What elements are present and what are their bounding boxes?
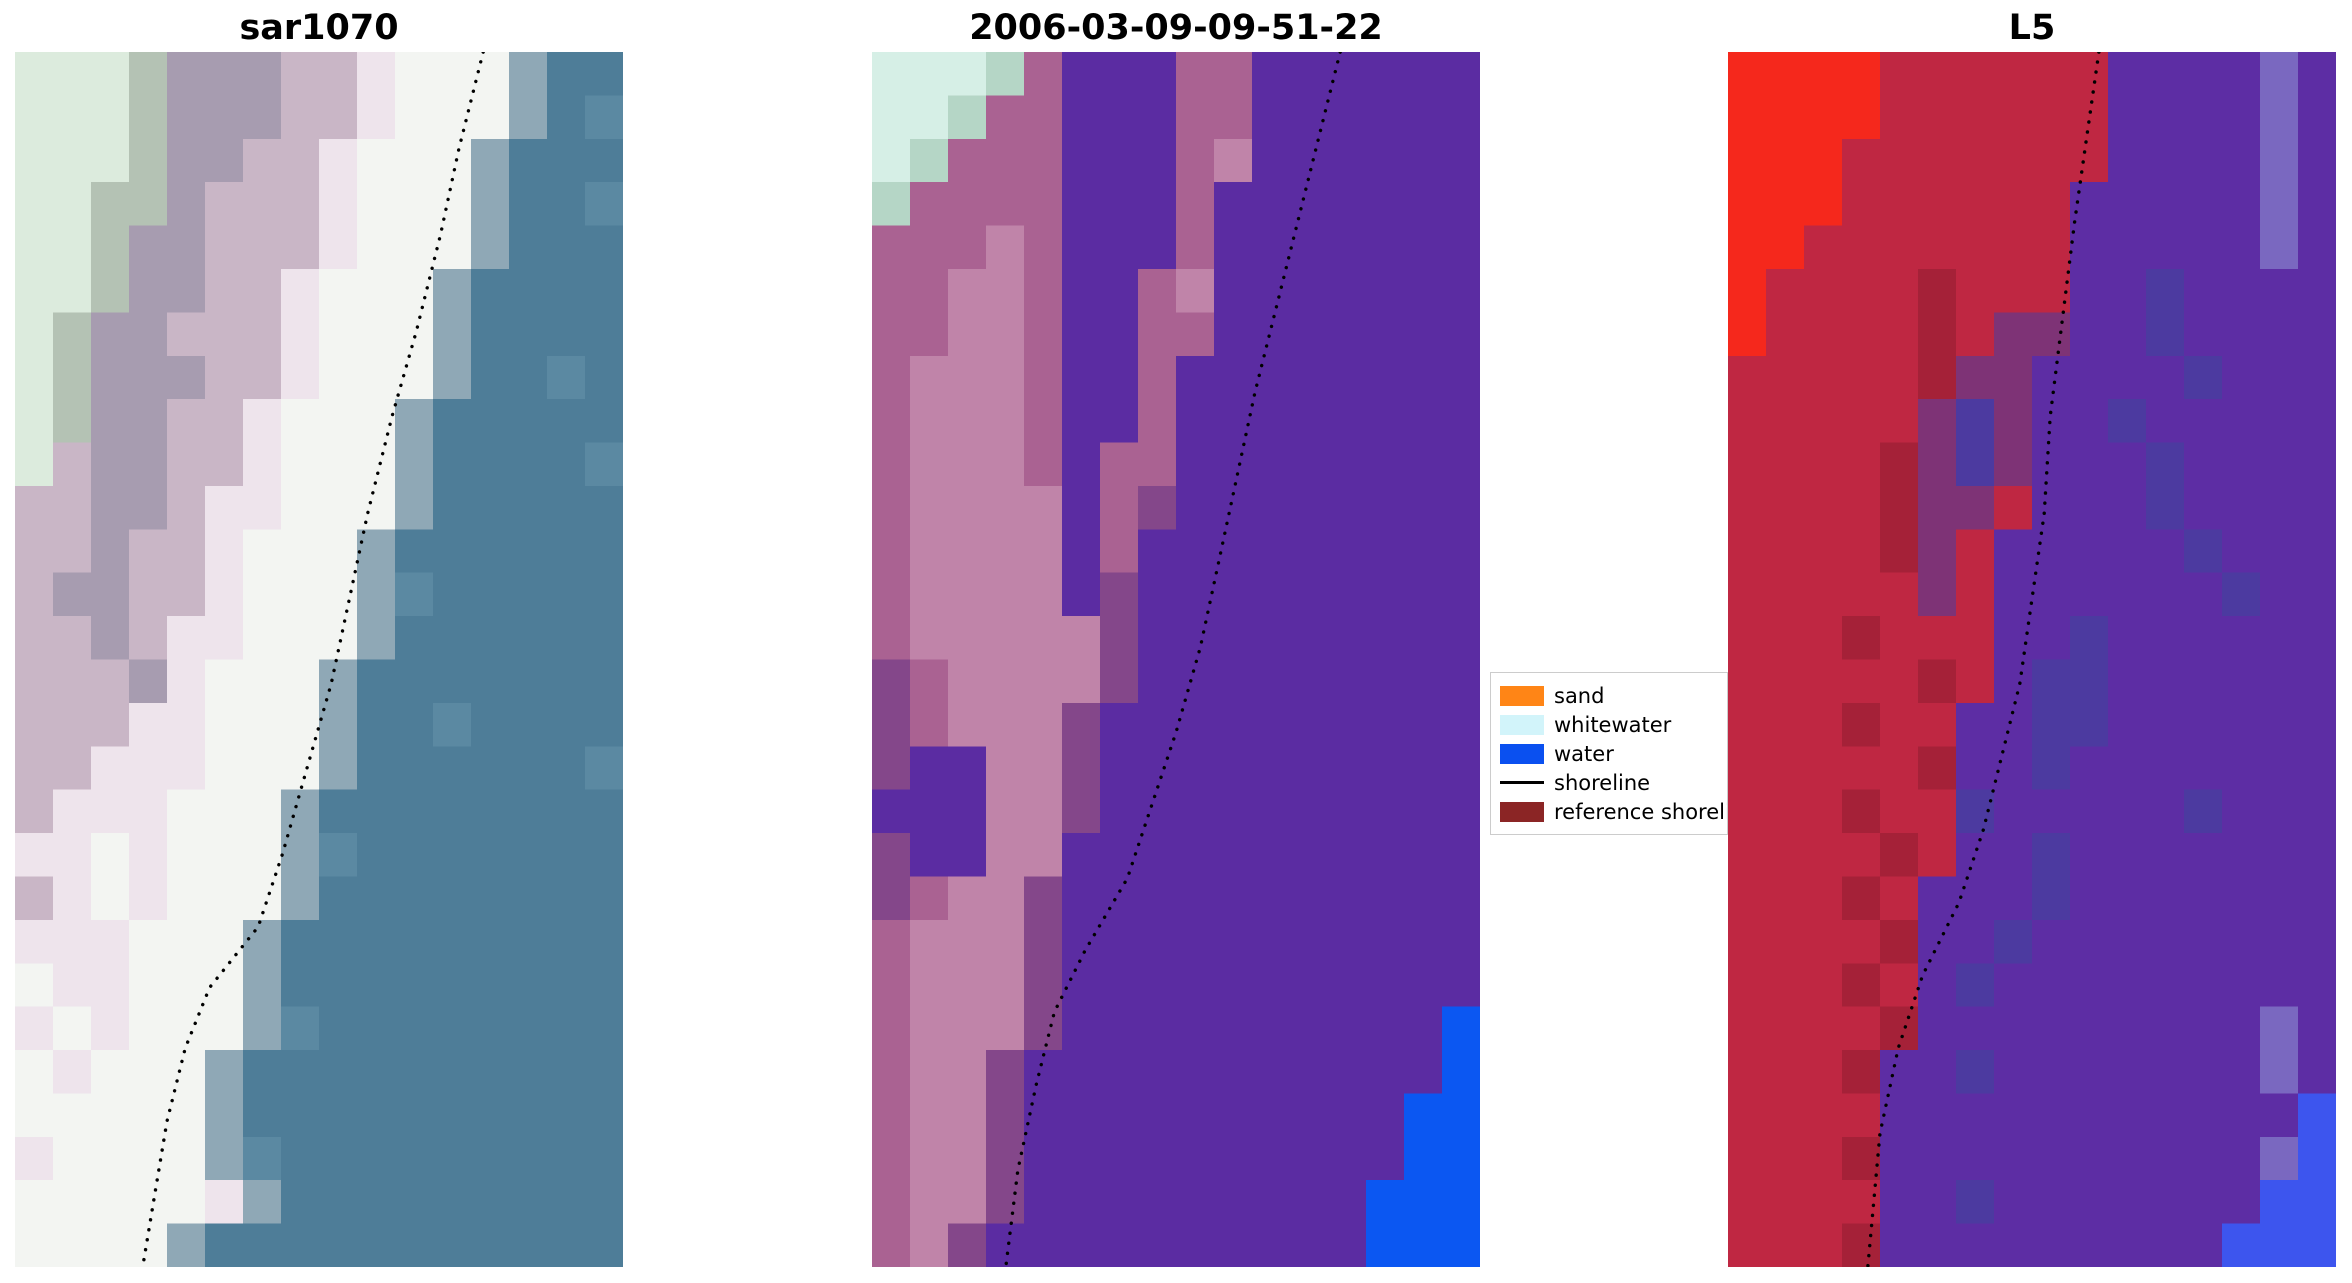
legend-item-sand: sand <box>1500 681 1727 710</box>
legend-item-shoreline: shoreline <box>1500 768 1727 797</box>
panel-title-l5: L5 <box>2008 8 2056 48</box>
legend-label: sand <box>1554 683 1605 708</box>
panel-classified: 2006-03-09-09-51-22 <box>872 4 1480 1267</box>
whitewater-swatch <box>1500 714 1544 735</box>
shoreline-overlay-l5 <box>1866 52 2101 1267</box>
sar-image-canvas <box>15 52 623 1267</box>
sand-swatch <box>1500 685 1544 706</box>
panel-title-classified: 2006-03-09-09-51-22 <box>969 8 1383 48</box>
panel-sar1070: sar1070 <box>15 4 623 1267</box>
shoreline-overlay-classified <box>1004 52 1342 1267</box>
legend-label: reference shoreline <box>1554 799 1727 824</box>
shoreline-line-swatch <box>1500 781 1544 784</box>
panel-image-classified <box>872 52 1480 1267</box>
classified-image-canvas <box>872 52 1480 1267</box>
legend-item-water: water <box>1500 739 1727 768</box>
legend-item-reference-shoreline: reference shoreline <box>1500 797 1727 826</box>
legend: sand whitewater water shoreline referenc… <box>1490 672 1728 835</box>
legend-label: whitewater <box>1554 712 1672 737</box>
panel-image-sar1070 <box>15 52 623 1267</box>
panel-image-l5 <box>1728 52 2336 1267</box>
legend-item-whitewater: whitewater <box>1500 710 1727 739</box>
shoreline-dots <box>1004 52 1342 1267</box>
panel-l5: L5 <box>1728 4 2336 1267</box>
panel-title-sar1070: sar1070 <box>239 8 399 48</box>
shoreline-dots <box>1866 52 2101 1267</box>
legend-label: shoreline <box>1554 770 1651 795</box>
water-swatch <box>1500 743 1544 764</box>
legend-label: water <box>1554 741 1614 766</box>
shoreline-overlay-sar1070 <box>140 52 485 1267</box>
l5-image-canvas <box>1728 52 2336 1267</box>
reference-shoreline-swatch <box>1500 801 1544 822</box>
shoreline-dots <box>140 52 485 1267</box>
